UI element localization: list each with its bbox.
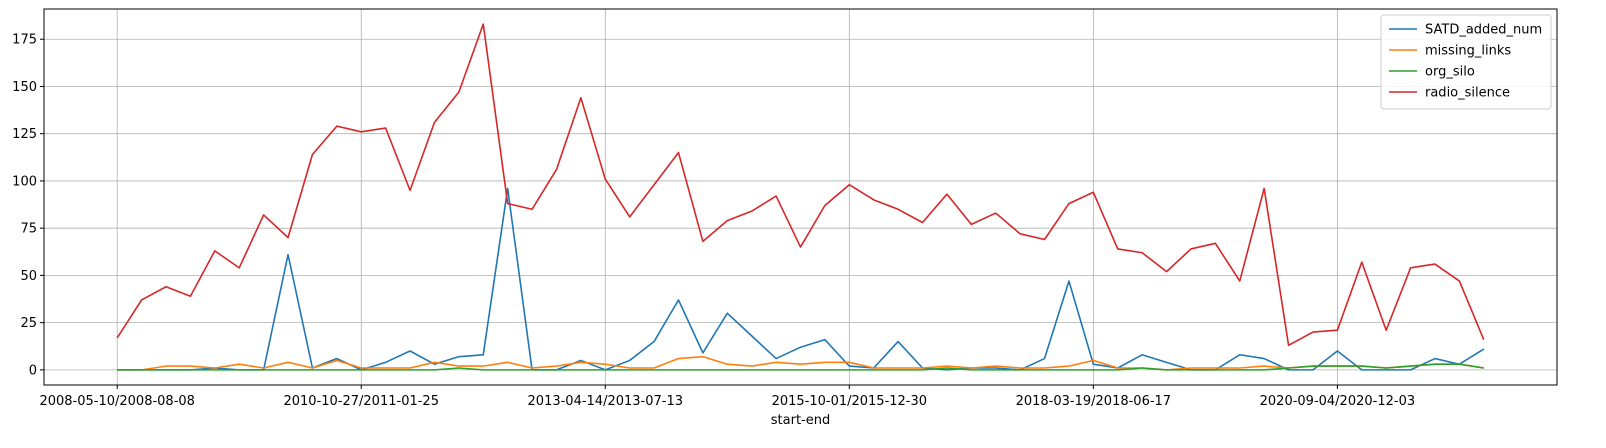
legend-label: SATD_added_num [1425, 23, 1542, 38]
y-tick-label: 125 [12, 127, 37, 142]
x-tick-label: 2013-04-14/2013-07-13 [528, 394, 683, 409]
series-lines [116, 23, 1485, 371]
legend-label: radio_silence [1425, 86, 1510, 101]
y-tick-label: 150 [12, 80, 37, 95]
plot-area-frame [43, 8, 1558, 386]
y-axis: 0 25 50 75 100 125 150 175 [12, 33, 44, 378]
series-line-radio-silence [116, 23, 1485, 347]
y-tick-label: 100 [12, 174, 37, 189]
x-tick-label: 2010-10-27/2011-01-25 [283, 394, 438, 409]
y-tick-label: 75 [20, 222, 37, 237]
x-tick-label: 2020-09-04/2020-12-03 [1260, 394, 1415, 409]
legend-box [1380, 14, 1552, 110]
y-tick-label: 50 [20, 269, 37, 284]
x-tick-label: 2015-10-01/2015-12-30 [772, 394, 927, 409]
series-line-missing-links [117, 355, 1484, 371]
x-tick-label: 2008-05-10/2008-08-08 [39, 394, 194, 409]
series-line-org-silo [117, 363, 1484, 371]
y-tick-label: 175 [12, 33, 37, 48]
x-axis-title: start-end [771, 413, 830, 428]
legend: SATD_added_num missing_links org_siloradio… [1380, 14, 1552, 110]
legend-label: missing_links [1425, 44, 1511, 59]
x-tick-label: 2018-03-19/2018-06-17 [1016, 394, 1171, 409]
y-tick-label: 0 [29, 363, 37, 378]
x-axis: 2008-05-10/2008-08-08 2010-10-27/2011-01-… [39, 385, 1415, 409]
grid-lines [44, 9, 1557, 385]
legend-label: org_silo [1425, 65, 1475, 80]
y-tick-label: 25 [20, 316, 37, 331]
